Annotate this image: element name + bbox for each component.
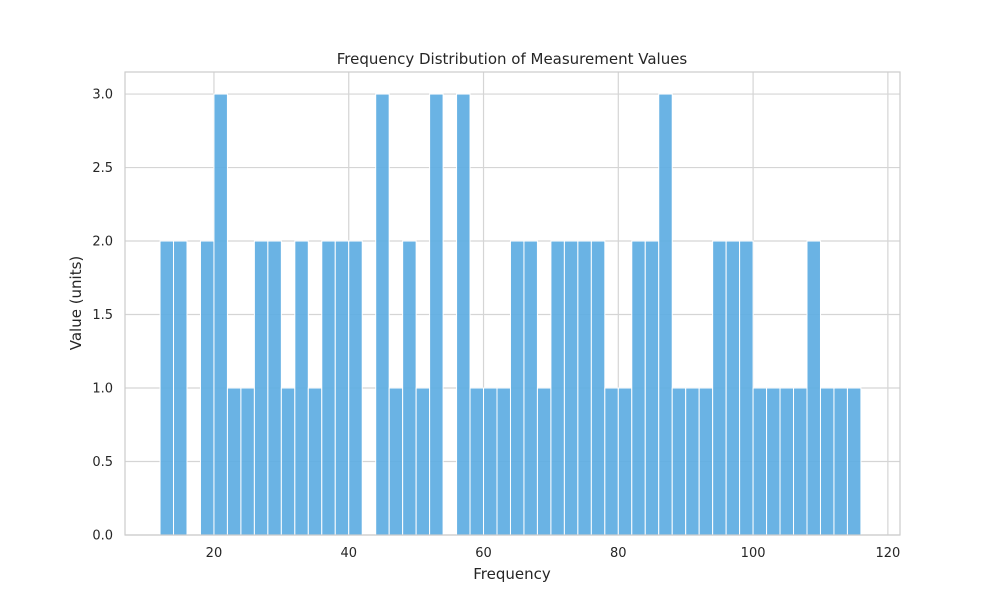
histogram-bar [725,240,741,536]
histogram-bar [226,387,242,536]
histogram-bar [523,240,538,536]
histogram-bar [253,240,269,536]
histogram-bar [631,240,646,536]
histogram-bar [806,240,821,536]
y-tick-label: 0.5 [92,455,113,470]
y-tick-label: 1.0 [92,382,113,397]
histogram-bar [402,240,417,536]
y-tick-label: 1.5 [92,308,113,323]
x-tick-labels: 20 40 60 80 100 120 [206,546,901,561]
histogram-bar [846,387,862,536]
y-tick-label: 3.0 [92,88,113,103]
x-tick-label: 60 [475,546,492,561]
histogram-bar [617,387,633,536]
histogram-bar [159,240,175,536]
histogram-bar [712,240,727,536]
histogram-bar [429,93,444,536]
histogram-bar [604,387,619,536]
histogram-bar [644,240,660,536]
histogram-bar [388,387,404,536]
histogram-bar [496,387,511,536]
plot-frame [124,71,901,536]
histogram-bar [509,240,525,536]
y-tick-label: 2.0 [92,235,113,250]
histogram-bar [415,387,431,536]
histogram-bar [456,93,471,536]
histogram-bar [590,240,606,536]
histogram-bar [294,240,309,536]
histogram-bar [213,93,228,536]
histogram-bar [779,387,795,536]
histogram-bar [698,387,714,536]
histogram-bar [550,240,565,536]
x-tick-label: 80 [610,546,627,561]
y-tick-label: 2.5 [92,161,113,176]
histogram-bar [739,240,754,536]
y-axis-title: Value (units) [67,256,85,351]
chart-title: Frequency Distribution of Measurement Va… [337,50,688,68]
y-tick-label: 0.0 [92,529,113,544]
histogram-bar [819,387,835,536]
histogram-bar [766,387,781,536]
histogram-bar [752,387,768,536]
histogram-bar [348,240,363,536]
histogram-bar [334,240,350,536]
histogram-bar [173,240,188,536]
histogram-bar [267,240,282,536]
histogram-bar [658,93,673,536]
x-tick-label: 120 [875,546,900,561]
histogram-bar [240,387,255,536]
histogram-bar [577,240,592,536]
histogram-bar [685,387,700,536]
histogram-bar [563,240,579,536]
x-axis-title: Frequency [473,565,551,583]
x-tick-label: 100 [741,546,766,561]
histogram-bar [199,240,215,536]
histogram-bar [536,387,552,536]
histogram-bar [671,387,687,536]
histogram-bar [321,240,336,536]
histogram-bar [483,387,498,536]
histogram-bar [280,387,296,536]
histogram-bar [307,387,323,536]
histogram-bar [833,387,848,536]
bars [159,93,862,536]
x-tick-label: 40 [340,546,357,561]
y-tick-labels: 0.0 0.5 1.0 1.5 2.0 2.5 3.0 [92,88,113,544]
histogram-bar [469,387,485,536]
histogram-bar [375,93,390,536]
histogram-bar [793,387,808,536]
x-tick-label: 20 [206,546,223,561]
